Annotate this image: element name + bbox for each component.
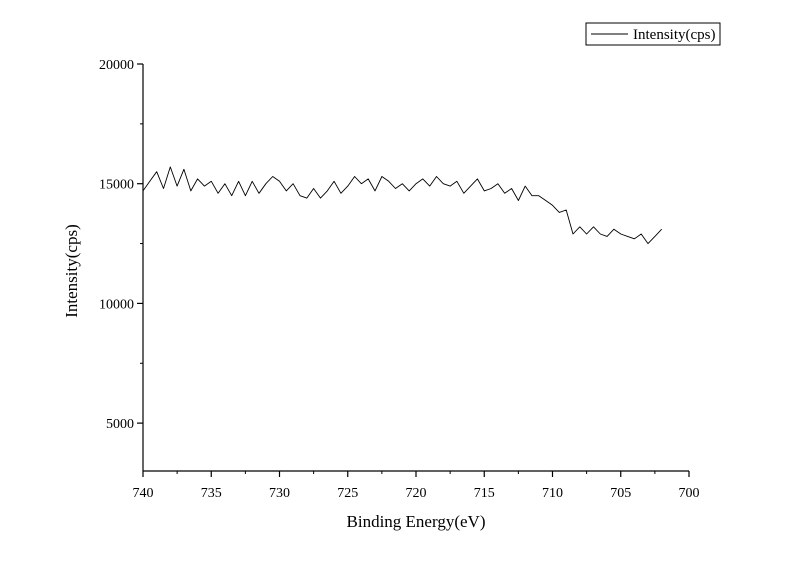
y-tick-label: 5000 <box>106 417 134 432</box>
axes: 740 735 730 725 720 715 710 705 700 5000 10000 1500… <box>99 58 700 501</box>
y-tick-label: 15000 <box>99 178 134 193</box>
x-tick-label: 740 <box>133 486 154 501</box>
y-tick-label: 20000 <box>99 58 134 73</box>
x-axis-title: Binding Energy(eV) <box>347 512 486 531</box>
y-tick-label: 10000 <box>99 297 134 312</box>
series-line <box>142 166 663 245</box>
x-tick-label: 725 <box>337 486 358 501</box>
x-tick-label: 710 <box>542 486 563 501</box>
y-axis-title: Intensity(cps) <box>62 224 81 317</box>
plot-area <box>142 166 663 245</box>
x-tick-label: 700 <box>679 486 700 501</box>
x-tick-label: 730 <box>269 486 290 501</box>
legend-box <box>585 22 721 46</box>
legend-label: Intensity(cps) <box>633 27 715 43</box>
x-tick-label: 720 <box>406 486 427 501</box>
x-tick-label: 735 <box>201 486 222 501</box>
x-tick-label: 715 <box>474 486 495 501</box>
x-tick-label: 705 <box>610 486 631 501</box>
legend: Intensity(cps) <box>585 22 721 46</box>
